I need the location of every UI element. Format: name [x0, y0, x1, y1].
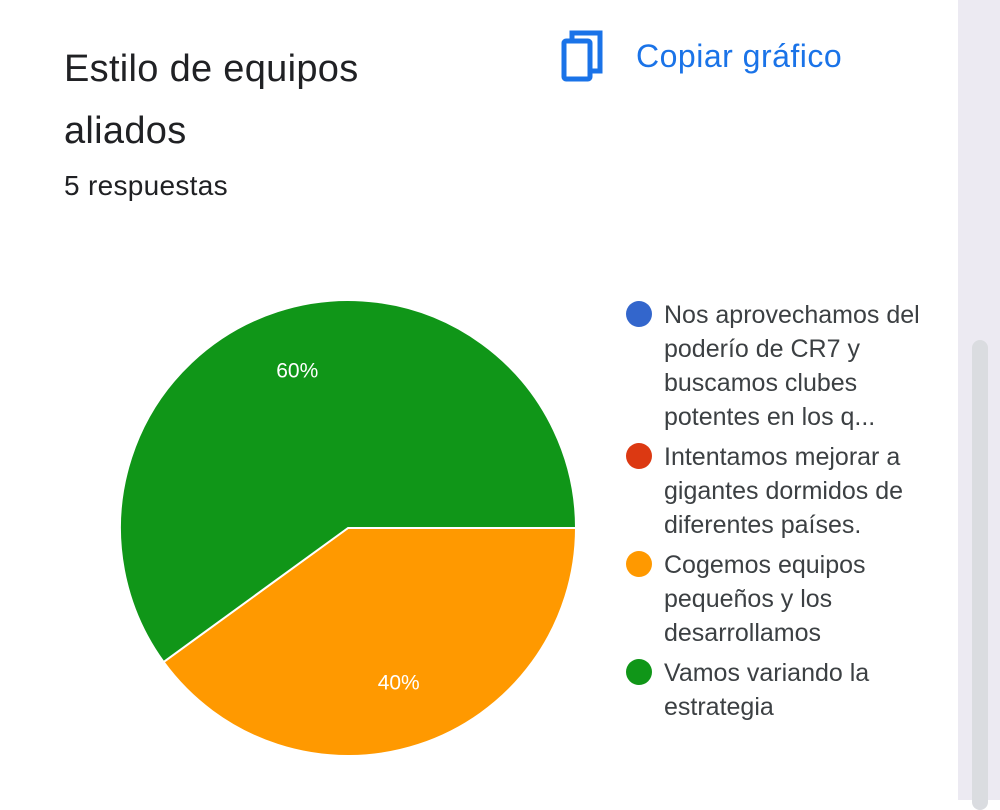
- legend-swatch-0: [626, 301, 652, 327]
- legend-item-3: Vamos variando la estrategia: [626, 656, 926, 724]
- response-count: 5 respuestas: [64, 170, 228, 201]
- legend-swatch-3: [626, 659, 652, 685]
- scrollbar-track[interactable]: [958, 0, 1000, 810]
- legend-item-0: Nos aprovechamos del poderío de CR7 y bu…: [626, 298, 926, 434]
- chart-legend: Nos aprovechamos del poderío de CR7 y bu…: [626, 298, 926, 730]
- pie-slice-label-2: 40%: [378, 672, 420, 695]
- legend-swatch-1: [626, 443, 652, 469]
- legend-item-1: Intentamos mejorar a gigantes dormidos d…: [626, 440, 926, 542]
- pie-chart: 40% 60%: [119, 299, 578, 757]
- scrollbar-thumb[interactable]: [972, 340, 988, 810]
- pie-slice-2[interactable]: [162, 527, 578, 757]
- question-title: Estilo de equipos aliados: [64, 48, 359, 152]
- copy-chart-label: Copiar gráfico: [636, 37, 843, 74]
- legend-swatch-2: [626, 551, 652, 577]
- pie-slice-3[interactable]: [119, 299, 578, 664]
- legend-label-2: Cogemos equipos pequeños y los desarroll…: [664, 551, 866, 647]
- legend-label-0: Nos aprovechamos del poderío de CR7 y bu…: [664, 301, 920, 431]
- legend-label-3: Vamos variando la estrategia: [664, 659, 870, 721]
- copy-chart-button[interactable]: Copiar gráfico: [560, 28, 842, 84]
- copy-icon: [560, 29, 604, 83]
- chart-card: Estilo de equipos aliados 5 respuestas C…: [64, 28, 926, 757]
- legend-label-1: Intentamos mejorar a gigantes dormidos d…: [664, 443, 904, 539]
- pie-slice-label-3: 60%: [276, 359, 318, 382]
- legend-item-2: Cogemos equipos pequeños y los desarroll…: [626, 548, 926, 650]
